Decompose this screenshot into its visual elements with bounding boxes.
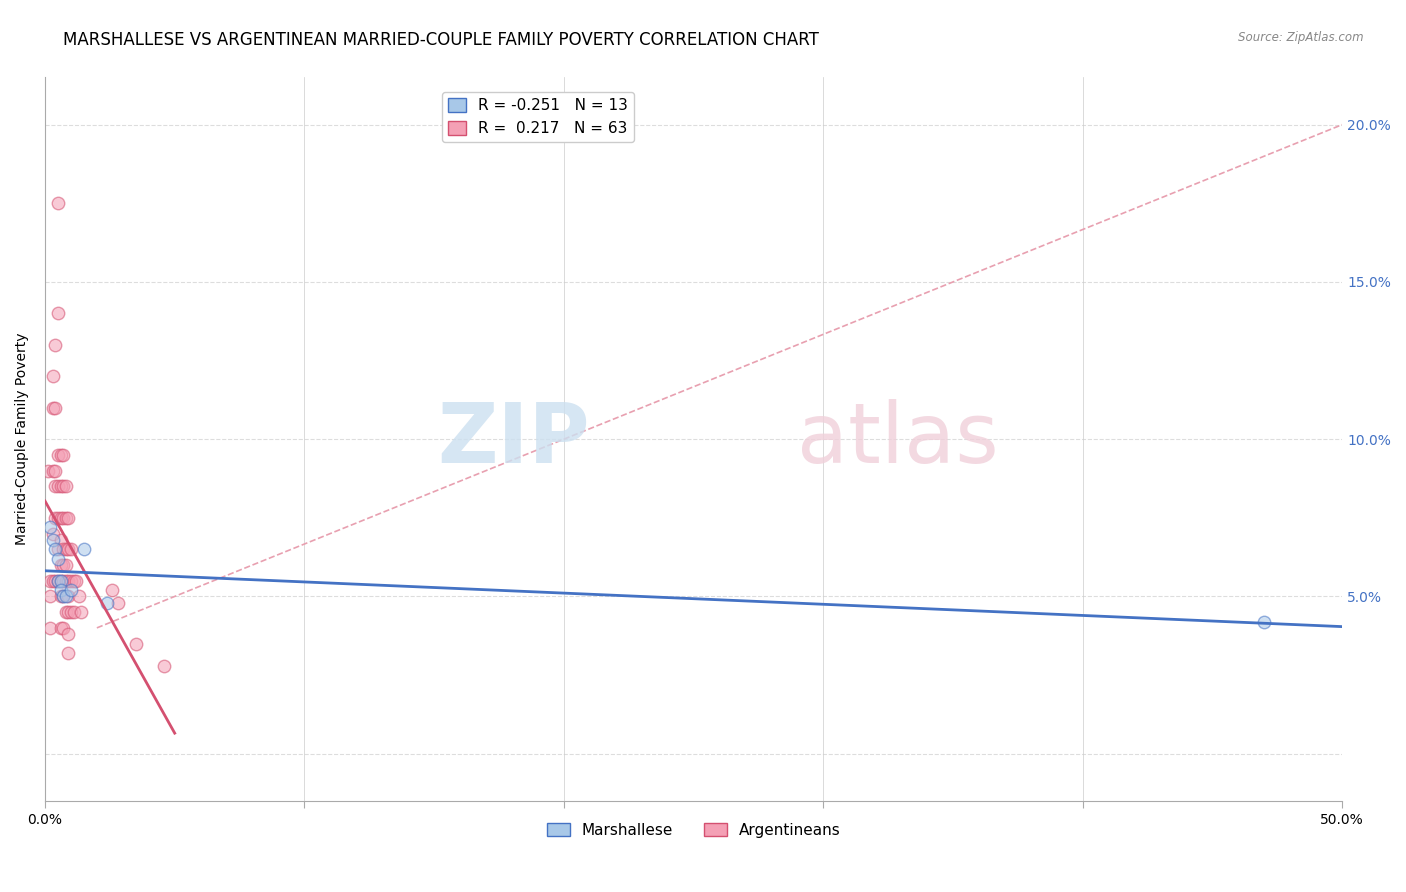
- Point: [49, 479, 72, 493]
- Point: [96, 596, 118, 610]
- Point: [49, 510, 72, 524]
- Point: [1253, 615, 1275, 629]
- Point: [49, 533, 72, 547]
- Point: [39, 590, 62, 604]
- Point: [39, 621, 62, 635]
- Point: [58, 590, 80, 604]
- Point: [55, 574, 77, 588]
- Point: [46, 306, 69, 320]
- Point: [46, 510, 69, 524]
- Point: [70, 605, 93, 619]
- Point: [58, 605, 80, 619]
- Point: [73, 542, 96, 557]
- Point: [55, 542, 77, 557]
- Point: [55, 590, 77, 604]
- Point: [52, 590, 75, 604]
- Point: [44, 338, 66, 352]
- Point: [58, 627, 80, 641]
- Point: [153, 658, 176, 673]
- Point: [46, 448, 69, 462]
- Point: [55, 558, 77, 572]
- Legend: Marshallese, Argentineans: Marshallese, Argentineans: [540, 816, 846, 844]
- Point: [58, 574, 80, 588]
- Point: [46, 542, 69, 557]
- Point: [107, 596, 129, 610]
- Point: [67, 590, 90, 604]
- Point: [59, 574, 82, 588]
- Point: [37, 464, 59, 478]
- Point: [49, 574, 72, 588]
- Text: atlas: atlas: [797, 399, 1000, 480]
- Point: [39, 574, 62, 588]
- Point: [52, 510, 75, 524]
- Point: [59, 583, 82, 598]
- Point: [58, 646, 80, 660]
- Point: [62, 574, 84, 588]
- Point: [49, 574, 72, 588]
- Point: [46, 479, 69, 493]
- Point: [46, 574, 69, 588]
- Point: [49, 448, 72, 462]
- Point: [46, 196, 69, 211]
- Point: [46, 574, 69, 588]
- Point: [44, 510, 66, 524]
- Point: [49, 558, 72, 572]
- Point: [58, 542, 80, 557]
- Point: [42, 526, 65, 541]
- Point: [59, 605, 82, 619]
- Y-axis label: Married-Couple Family Poverty: Married-Couple Family Poverty: [15, 333, 30, 545]
- Point: [58, 510, 80, 524]
- Text: MARSHALLESE VS ARGENTINEAN MARRIED-COUPLE FAMILY POVERTY CORRELATION CHART: MARSHALLESE VS ARGENTINEAN MARRIED-COUPL…: [63, 31, 820, 49]
- Point: [62, 605, 84, 619]
- Point: [59, 542, 82, 557]
- Point: [44, 401, 66, 415]
- Point: [44, 542, 66, 557]
- Point: [55, 510, 77, 524]
- Point: [49, 583, 72, 598]
- Point: [39, 520, 62, 534]
- Point: [65, 574, 87, 588]
- Point: [44, 574, 66, 588]
- Point: [52, 574, 75, 588]
- Point: [44, 464, 66, 478]
- Point: [52, 558, 75, 572]
- Point: [101, 583, 124, 598]
- Point: [55, 479, 77, 493]
- Point: [52, 621, 75, 635]
- Point: [44, 479, 66, 493]
- Point: [42, 369, 65, 384]
- Point: [55, 605, 77, 619]
- Text: ZIP: ZIP: [437, 399, 591, 480]
- Point: [42, 464, 65, 478]
- Point: [42, 574, 65, 588]
- Text: Source: ZipAtlas.com: Source: ZipAtlas.com: [1239, 31, 1364, 45]
- Point: [42, 401, 65, 415]
- Point: [52, 590, 75, 604]
- Point: [52, 479, 75, 493]
- Point: [49, 621, 72, 635]
- Point: [52, 448, 75, 462]
- Point: [49, 590, 72, 604]
- Point: [125, 637, 148, 651]
- Point: [42, 533, 65, 547]
- Point: [46, 551, 69, 566]
- Point: [52, 542, 75, 557]
